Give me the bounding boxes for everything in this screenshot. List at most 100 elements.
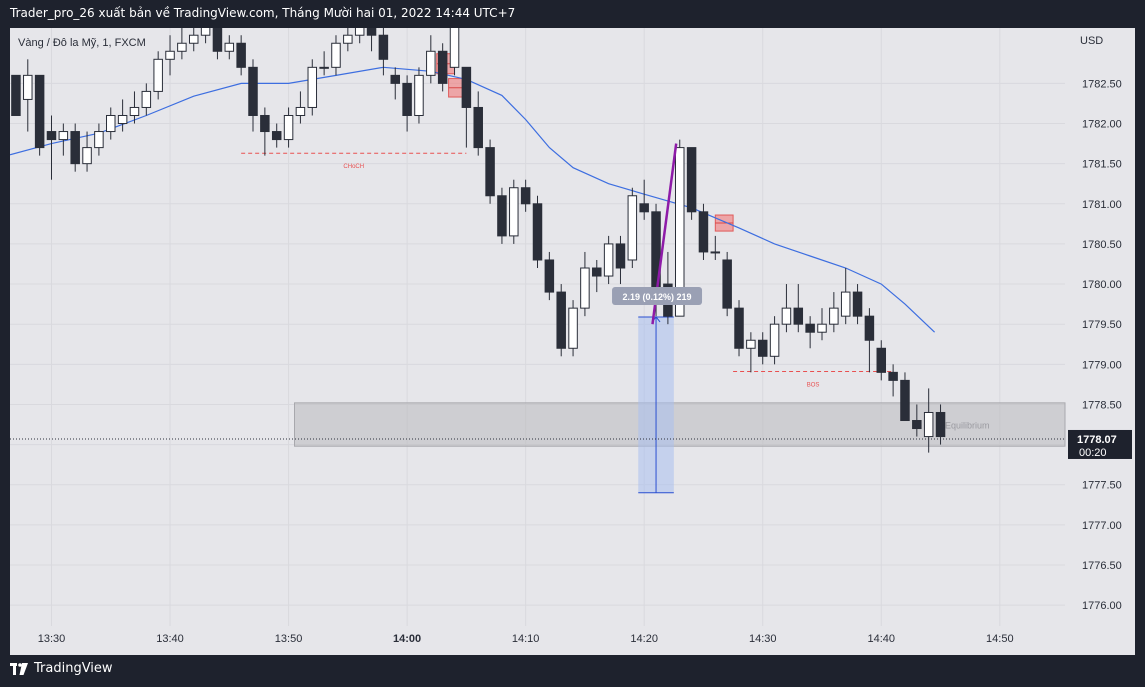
candle-bull — [319, 66, 329, 69]
candlestick-chart[interactable]: Equilibrium CHoCH BOS 2.19 (0.12%) 219 Vàng … — [9, 19, 1135, 655]
candle-bear — [876, 347, 887, 373]
candle-bull — [580, 267, 590, 309]
x-tick-label: 14:30 — [749, 633, 777, 645]
chart-panel[interactable]: Equilibrium CHoCH BOS 2.19 (0.12%) 219 Vàng … — [9, 19, 1135, 655]
y-tick-label: 1777.00 — [1082, 520, 1122, 532]
candle-bear — [852, 291, 863, 317]
candle-bull — [224, 42, 235, 52]
candle-bull — [354, 26, 365, 36]
candle-bull — [165, 50, 175, 60]
candle-bear — [615, 243, 626, 269]
x-tick-label: 13:30 — [38, 633, 66, 645]
publish-title: Trader_pro_26 xuất bản về TradingView.co… — [10, 6, 516, 20]
candle-bull — [829, 307, 839, 325]
tradingview-logo[interactable]: TradingView — [10, 661, 113, 676]
x-tick-label: 14:10 — [512, 633, 540, 645]
candle-bull — [153, 58, 163, 92]
y-tick-label: 1777.50 — [1082, 480, 1122, 492]
candle-bull — [627, 195, 638, 261]
candle-bull — [603, 243, 614, 277]
candle-bull — [82, 147, 92, 165]
structure-level-label: BOS — [807, 383, 820, 389]
candle-bear — [378, 34, 389, 60]
measure-label: 2.19 (0.12%) 219 — [623, 292, 692, 302]
y-tick-label: 1781.00 — [1082, 199, 1122, 211]
candle-bear — [592, 267, 602, 277]
candle-bear — [11, 74, 21, 116]
candle-bull — [188, 34, 199, 44]
candle-bear — [46, 131, 57, 141]
y-tick-label: 1782.50 — [1082, 78, 1122, 90]
candle-bull — [674, 147, 685, 317]
y-tick-label: 1779.00 — [1082, 359, 1122, 371]
candle-bull — [23, 74, 33, 100]
structure-level-label: CHoCH — [343, 164, 364, 170]
candle-bear — [248, 66, 258, 116]
candle-bull — [923, 411, 934, 438]
x-tick-label: 13:50 — [275, 633, 303, 645]
candle-bull — [295, 106, 306, 116]
candle-bear — [639, 203, 649, 213]
candle-bear — [757, 339, 768, 357]
candle-bear — [722, 259, 732, 309]
candle-bear — [912, 420, 922, 430]
candle-bear — [686, 147, 697, 213]
candle-bull — [141, 90, 152, 108]
last-price-tag — [1068, 429, 1132, 459]
candle-bear — [390, 74, 401, 84]
x-tick-label: 14:50 — [986, 633, 1014, 645]
candle-bear — [888, 371, 898, 381]
candle-bear — [532, 203, 543, 261]
candle-bull — [200, 26, 211, 36]
candle-bear — [497, 195, 507, 237]
candle-bull — [769, 323, 780, 357]
candle-bull — [568, 307, 578, 349]
candle-bear — [473, 106, 483, 149]
y-tick-label: 1776.50 — [1082, 560, 1122, 572]
y-tick-label: 1780.50 — [1082, 239, 1122, 251]
candle-bear — [70, 131, 80, 165]
candle-bear — [805, 323, 815, 333]
candle-bear — [864, 315, 875, 341]
ema-line — [9, 66, 936, 333]
candle-bear — [544, 259, 555, 293]
candle-bear — [900, 379, 910, 422]
y-tick-label: 1780.00 — [1082, 279, 1122, 291]
candle-bull — [106, 114, 116, 133]
footer-bar: TradingView — [0, 655, 1145, 687]
candle-bear — [461, 66, 472, 108]
tradingview-brand: TradingView — [34, 661, 113, 676]
candle-bull — [331, 42, 341, 68]
candle-bull — [840, 291, 851, 317]
tradingview-logo-icon — [10, 662, 28, 675]
candle-bull — [283, 114, 294, 141]
measure-label-bg — [612, 286, 703, 305]
symbol-label: Vàng / Đô la Mỹ, 1, FXCM — [18, 37, 146, 49]
currency-label: USD — [1080, 35, 1103, 47]
candle-bull — [129, 106, 140, 116]
x-tick-label: 14:20 — [630, 633, 658, 645]
candle-bull — [817, 323, 827, 333]
candle-bear — [402, 82, 412, 116]
candle-bull — [307, 66, 318, 108]
candle-bear — [260, 114, 270, 133]
candle-bear — [236, 42, 246, 68]
candle-bear — [793, 307, 804, 325]
y-tick-label: 1781.50 — [1082, 159, 1122, 171]
candle-bull — [94, 131, 104, 149]
x-tick-label: 14:40 — [867, 633, 895, 645]
y-tick-label: 1776.00 — [1082, 600, 1122, 612]
candle-bear — [734, 307, 744, 349]
y-tick-label: 1779.50 — [1082, 319, 1122, 331]
candle-bull — [117, 114, 128, 125]
bar-countdown: 00:20 — [1079, 447, 1107, 459]
candle-bull — [710, 251, 721, 254]
candle-bear — [366, 26, 377, 36]
candle-bull — [426, 50, 436, 76]
candle-bear — [271, 131, 282, 141]
last-price-value: 1778.07 — [1077, 434, 1117, 446]
candle-bull — [449, 26, 460, 68]
candle-bull — [177, 42, 187, 52]
equilibrium-label: Equilibrium — [945, 421, 990, 431]
candle-bear — [212, 26, 223, 52]
